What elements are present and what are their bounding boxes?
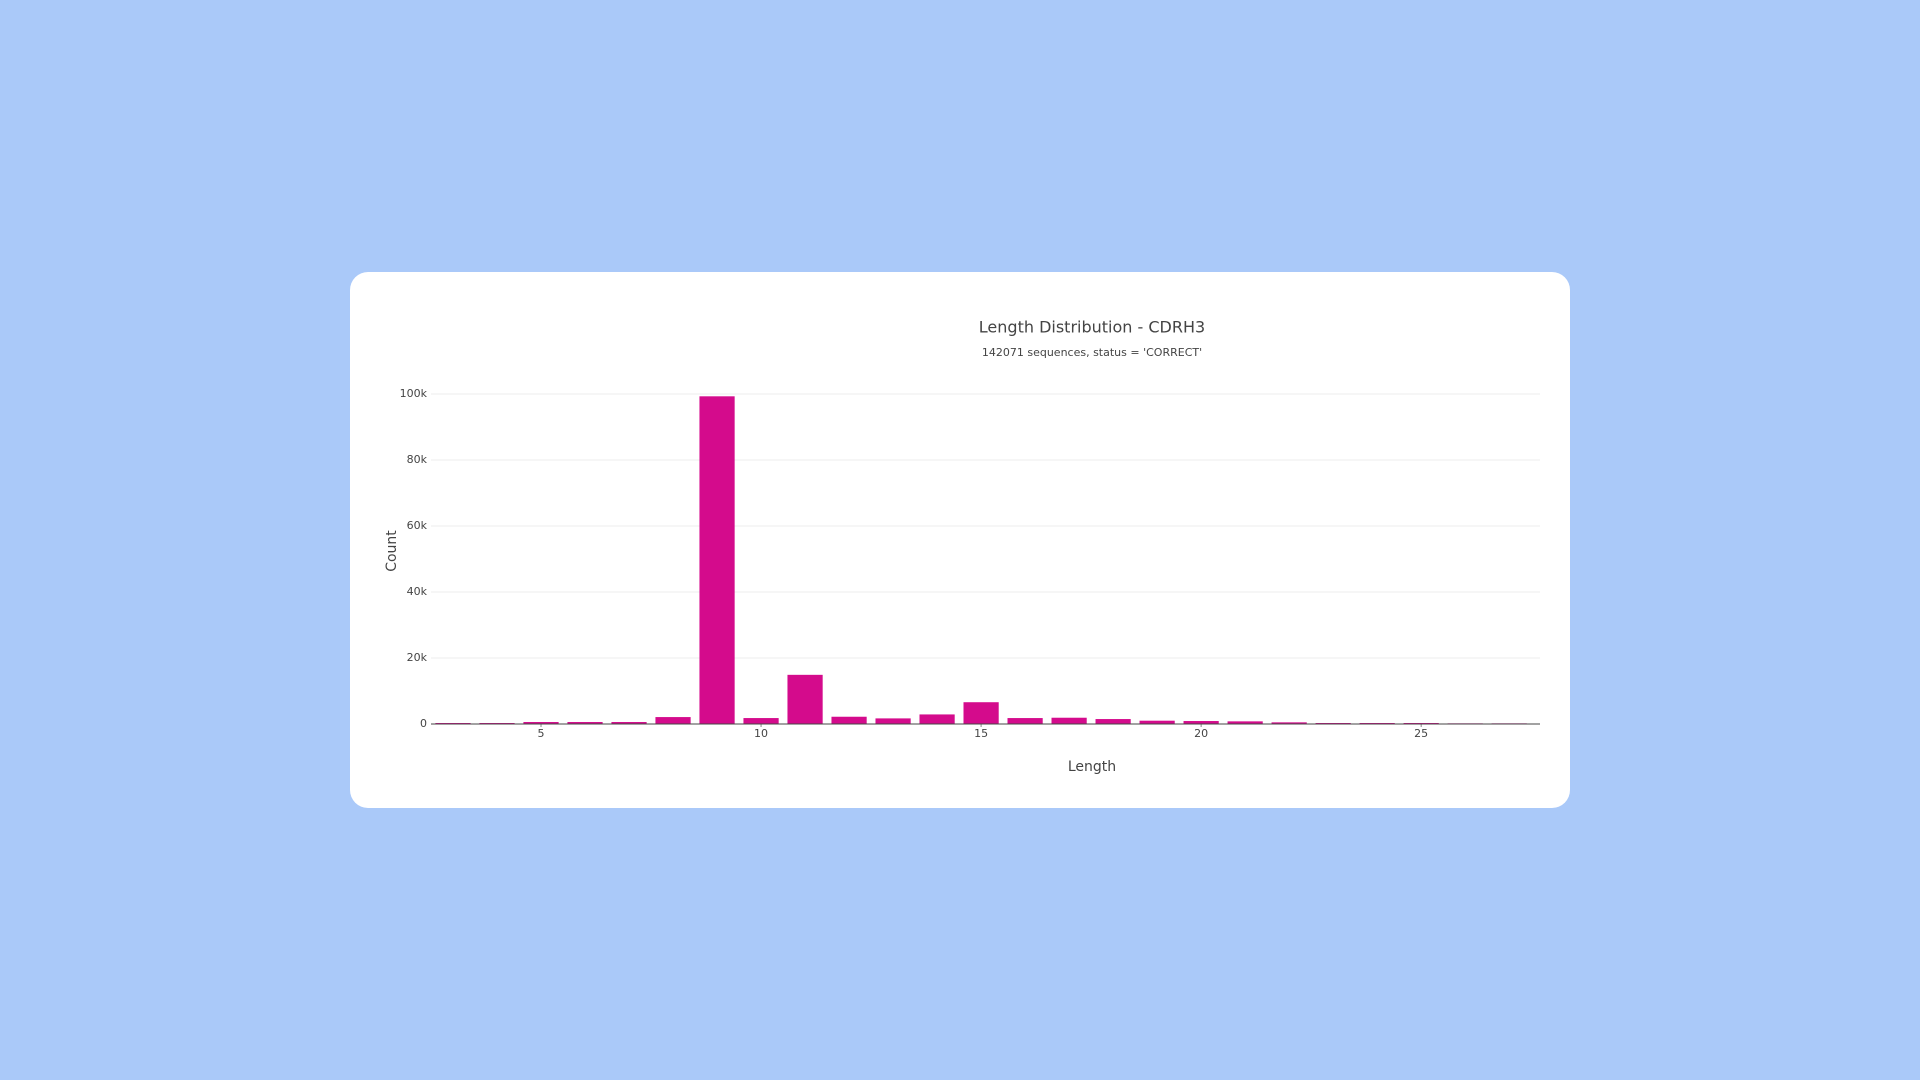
x-tick-label: 5 <box>538 727 545 740</box>
bar <box>567 722 603 724</box>
y-tick-label: 100k <box>400 387 428 400</box>
bar <box>919 714 955 724</box>
y-tick-label: 40k <box>407 585 428 598</box>
y-tick-label: 20k <box>407 651 428 664</box>
bar <box>1271 722 1307 724</box>
x-tick-label: 10 <box>754 727 768 740</box>
x-tick-label: 25 <box>1414 727 1428 740</box>
bar <box>655 717 691 724</box>
bar <box>1139 720 1175 724</box>
bar <box>743 718 779 724</box>
bar <box>699 396 735 724</box>
x-axis-label: Length <box>1068 759 1116 775</box>
y-axis-label: Count <box>384 530 400 572</box>
y-tick-label: 60k <box>407 519 428 532</box>
chart-card <box>350 272 1570 808</box>
bar <box>963 702 999 724</box>
bar <box>1007 718 1043 724</box>
chart-subtitle: 142071 sequences, status = 'CORRECT' <box>982 346 1202 359</box>
bar <box>1095 719 1131 724</box>
y-tick-label: 80k <box>407 453 428 466</box>
bar <box>611 722 647 724</box>
bar <box>1227 721 1263 724</box>
x-tick-label: 15 <box>974 727 988 740</box>
bar <box>1183 721 1219 724</box>
bar <box>831 716 867 724</box>
chart-title: Length Distribution - CDRH3 <box>979 318 1205 337</box>
y-tick-label: 0 <box>420 717 427 730</box>
bar <box>1051 717 1087 724</box>
x-tick-label: 20 <box>1194 727 1208 740</box>
bar <box>787 674 823 724</box>
bar <box>523 722 559 724</box>
bar <box>875 718 911 724</box>
